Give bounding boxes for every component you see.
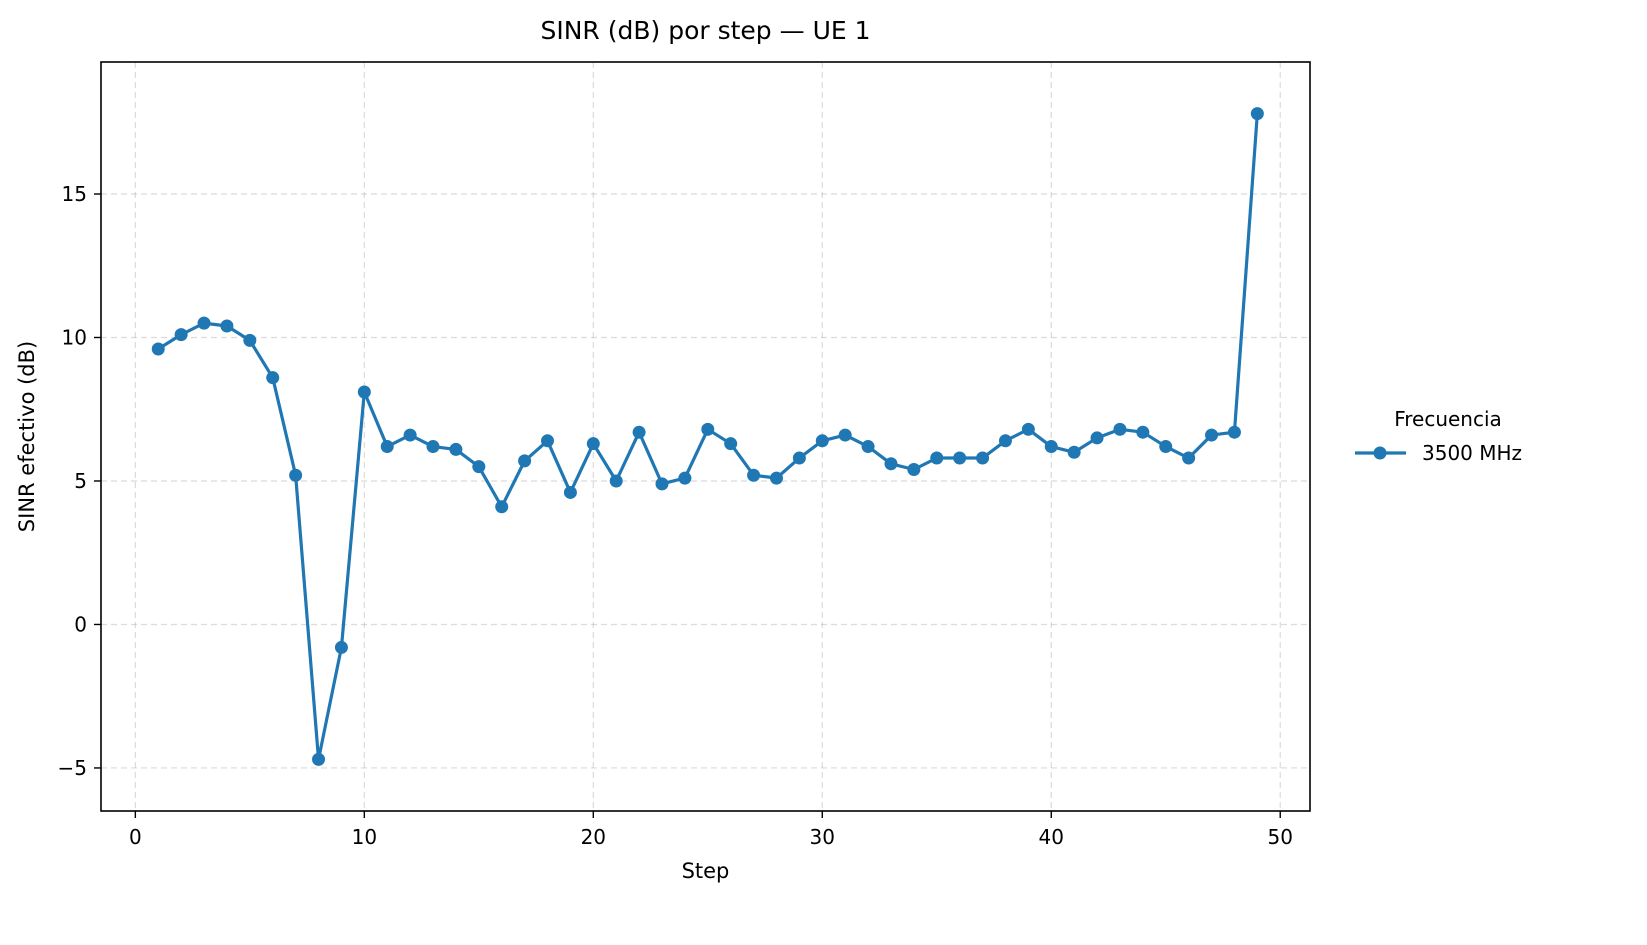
data-point [678, 471, 692, 485]
series-layer [151, 107, 1264, 766]
data-point [747, 468, 761, 482]
data-point [151, 342, 165, 356]
x-tick-label: 40 [1039, 825, 1064, 849]
grid [101, 62, 1310, 811]
data-point [815, 434, 829, 448]
data-point [655, 477, 669, 491]
data-point [312, 752, 326, 766]
data-point [426, 440, 440, 454]
data-point [1136, 425, 1150, 439]
data-point [838, 428, 852, 442]
data-point [220, 319, 234, 333]
x-tick-label: 0 [129, 825, 142, 849]
data-point [1090, 431, 1104, 445]
data-point [632, 425, 646, 439]
data-point [266, 371, 280, 385]
data-point [930, 451, 944, 465]
data-point [953, 451, 967, 465]
data-point [998, 434, 1012, 448]
data-point [357, 385, 371, 399]
data-point [403, 428, 417, 442]
x-tick-label: 20 [581, 825, 606, 849]
y-tick-label: −5 [58, 756, 87, 780]
x-axis-label: Step [682, 859, 730, 883]
data-point [289, 468, 303, 482]
data-point [907, 463, 921, 477]
data-point [1044, 440, 1058, 454]
x-tick-label: 50 [1268, 825, 1293, 849]
data-point [1159, 440, 1173, 454]
data-point [586, 437, 600, 451]
data-point [449, 442, 463, 456]
y-tick-label: 0 [74, 612, 87, 636]
data-point [769, 471, 783, 485]
y-tick-label: 10 [62, 325, 87, 349]
data-point [884, 457, 898, 471]
legend: Frecuencia 3500 MHz [1355, 407, 1522, 465]
data-point [541, 434, 555, 448]
data-point [1182, 451, 1196, 465]
data-point [1250, 107, 1264, 121]
data-point [334, 640, 348, 654]
data-point [1067, 445, 1081, 459]
data-point [1205, 428, 1219, 442]
data-point [701, 422, 715, 436]
data-point [1021, 422, 1035, 436]
data-point [724, 437, 738, 451]
data-point [243, 333, 257, 347]
data-point [472, 460, 486, 474]
x-tick-label: 10 [352, 825, 377, 849]
data-point [861, 440, 875, 454]
data-point [976, 451, 990, 465]
data-point [792, 451, 806, 465]
legend-point-marker [1373, 446, 1387, 460]
data-point [174, 328, 188, 342]
legend-entry-label: 3500 MHz [1422, 441, 1522, 465]
data-point [609, 474, 623, 488]
axes: 0 10 20 30 40 50 −5 0 5 10 15 [58, 182, 1293, 849]
x-tick-label: 30 [810, 825, 835, 849]
data-point [563, 485, 577, 499]
legend-title: Frecuencia [1394, 407, 1502, 431]
data-point [518, 454, 532, 468]
data-point [1113, 422, 1127, 436]
y-tick-label: 5 [74, 469, 87, 493]
data-point [380, 440, 394, 454]
y-axis-label: SINR efectivo (dB) [15, 341, 39, 532]
data-point [197, 316, 211, 330]
data-point [1227, 425, 1241, 439]
chart-title: SINR (dB) por step — UE 1 [540, 16, 870, 45]
y-tick-label: 15 [62, 182, 87, 206]
data-point [495, 500, 509, 514]
plot-frame [100, 61, 1311, 812]
